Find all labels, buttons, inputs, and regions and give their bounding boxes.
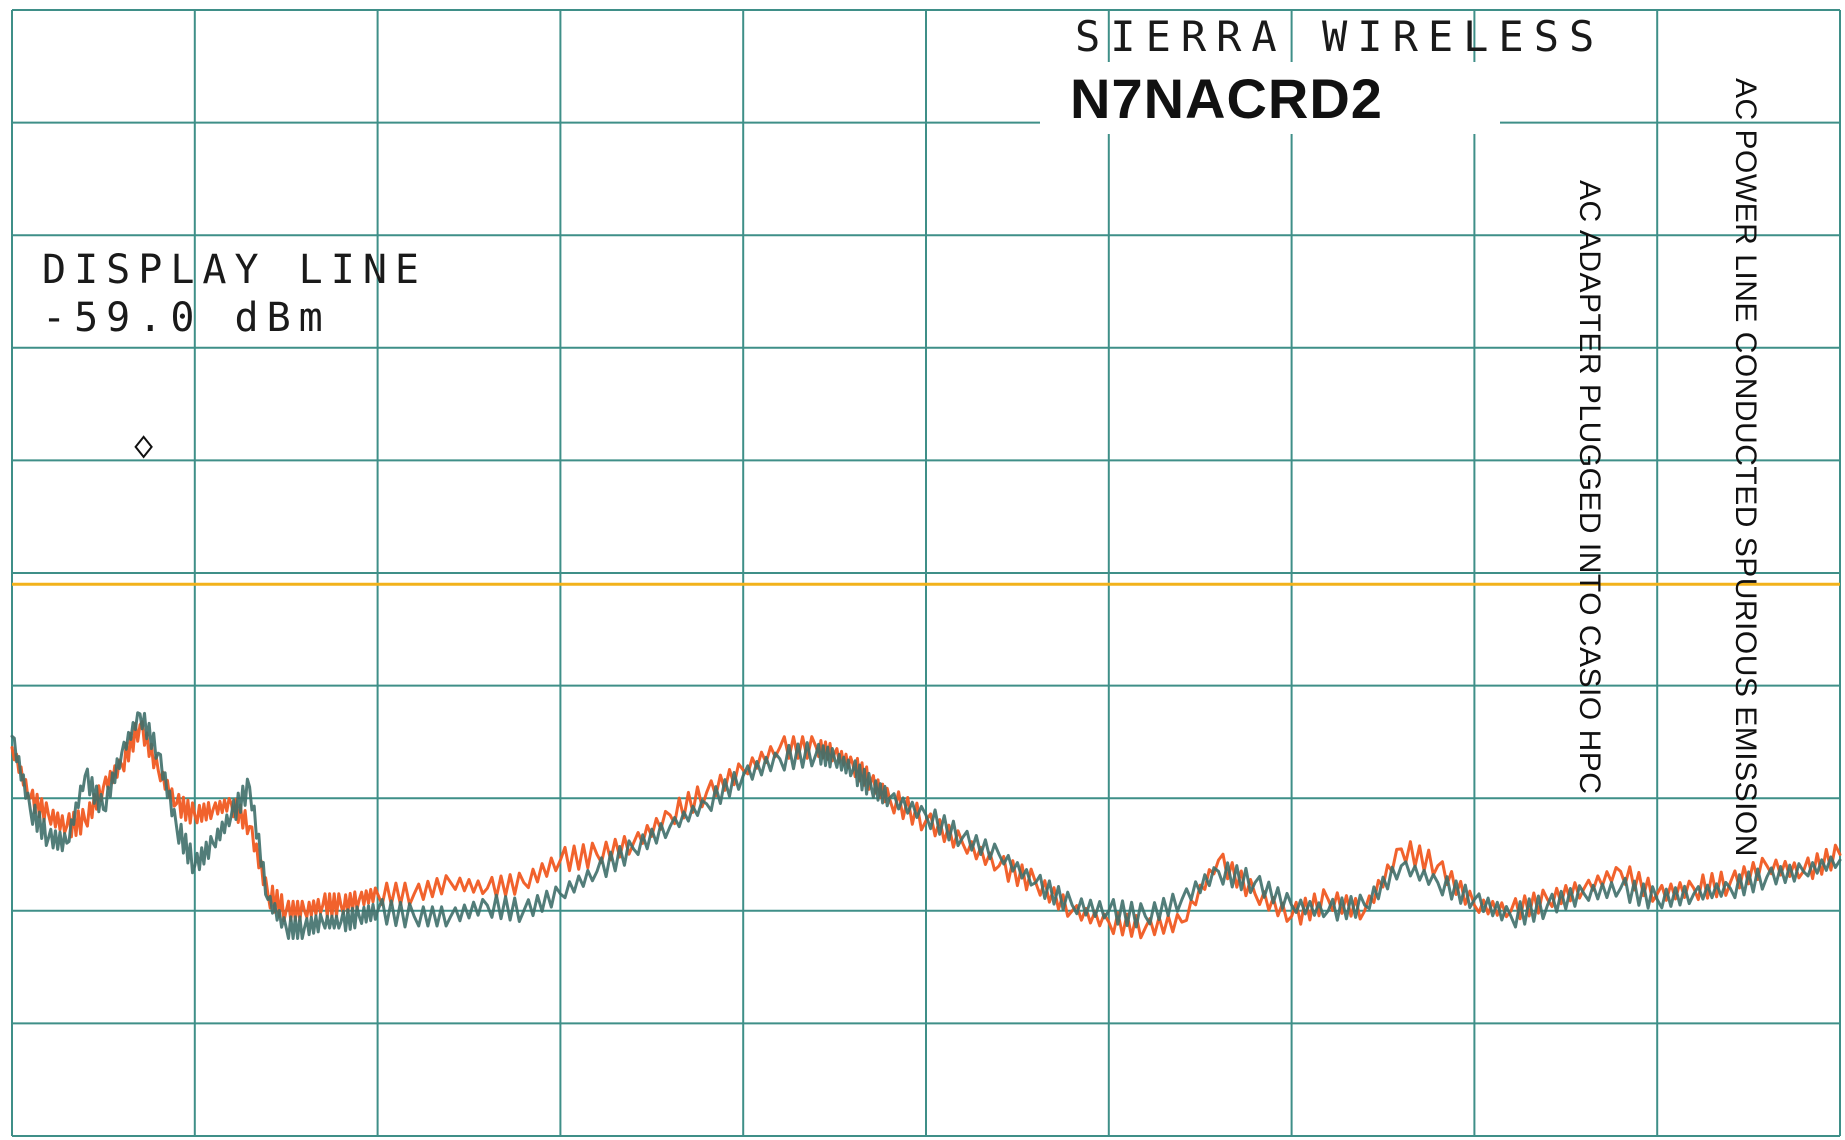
display-line-readout: DISPLAY LINE -59.0 dBm xyxy=(42,246,427,342)
brand-title: SIERRA WIRELESS xyxy=(1075,12,1605,61)
display-line-label: DISPLAY LINE xyxy=(42,247,427,293)
peak-marker-diamond xyxy=(134,435,153,459)
title-box xyxy=(1040,62,1500,134)
trace-orange xyxy=(10,720,1842,940)
vertical-annotation-2: AC ADAPTER PLUGGED INTO CASIO HPC xyxy=(1573,180,1606,795)
vertical-annotation-1: AC POWER LINE CONDUCTED SPURIOUS EMISSIO… xyxy=(1729,78,1762,857)
model-title: N7NACRD2 xyxy=(1070,67,1383,130)
trace-green xyxy=(10,711,1842,940)
display-line-value: -59.0 dBm xyxy=(42,295,331,341)
plot-grid xyxy=(11,9,1841,1137)
peak-marker xyxy=(134,435,153,459)
trace-group xyxy=(10,711,1842,940)
